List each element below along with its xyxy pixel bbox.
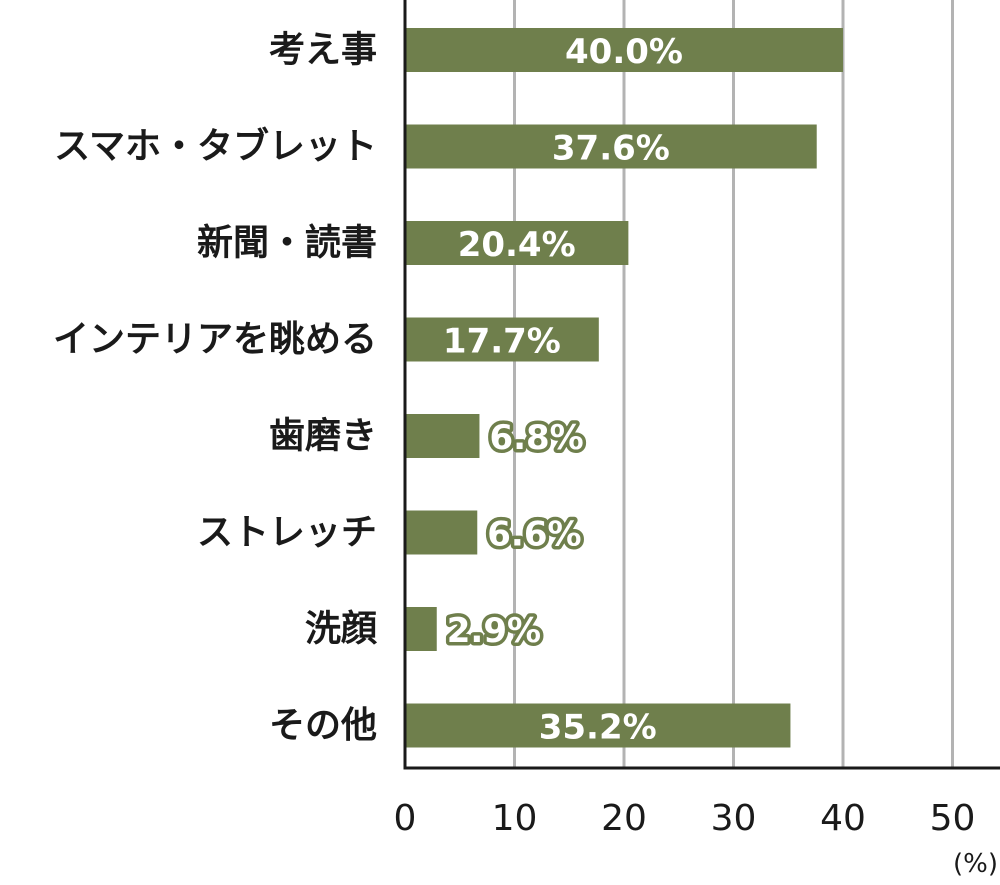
- value-label-4: 6.8%: [489, 418, 583, 458]
- value-label-2: 20.4%: [458, 225, 576, 265]
- bar-7: [405, 703, 791, 748]
- bars: [405, 28, 843, 748]
- value-label-6: 2.9%: [447, 611, 541, 651]
- axes: [403, 0, 1000, 770]
- value-label-0: 40.0%: [565, 32, 683, 72]
- category-label-1: スマホ・タブレット: [54, 125, 377, 167]
- bar-2: [405, 221, 629, 265]
- labels: 考え事 40.0% スマホ・タブレット 37.6% 新聞・読書 20.4% インテリアを眺め…: [53, 30, 975, 840]
- value-label-1: 37.6%: [552, 129, 670, 169]
- x-tick-label-1: 10: [492, 798, 538, 839]
- category-label-3: インテリアを眺める: [53, 319, 377, 360]
- x-tick-label-5: 50: [930, 798, 976, 839]
- x-tick-label-3: 30: [711, 798, 757, 839]
- bar-5: [405, 510, 478, 555]
- x-axis-unit-label: (%): [953, 849, 998, 879]
- category-label-2: 新聞・読書: [197, 223, 377, 264]
- bar-0: [405, 28, 843, 72]
- gridlines: [513, 0, 954, 768]
- value-label-7: 35.2%: [539, 708, 657, 748]
- category-label-0: 考え事: [269, 30, 377, 71]
- value-label-5: 6.6%: [487, 515, 581, 555]
- bar-3: [405, 317, 599, 362]
- value-label-3: 17.7%: [443, 322, 561, 362]
- bar-1: [405, 124, 817, 169]
- category-label-6: 洗顔: [305, 609, 377, 650]
- category-label-4: 歯磨き: [269, 416, 377, 457]
- category-label-7: その他: [269, 705, 377, 746]
- x-tick-label-4: 40: [820, 798, 866, 839]
- category-label-5: ストレッチ: [197, 512, 377, 553]
- x-tick-label-0: 0: [394, 798, 417, 839]
- bar-4: [405, 414, 480, 458]
- bar-6: [405, 607, 437, 651]
- x-tick-label-2: 20: [601, 798, 647, 839]
